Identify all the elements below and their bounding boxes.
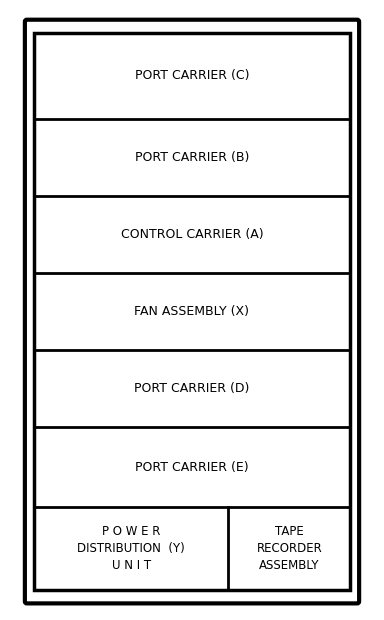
Text: P O W E R
DISTRIBUTION  (Y)
U N I T: P O W E R DISTRIBUTION (Y) U N I T (77, 525, 185, 572)
Text: PORT CARRIER (B): PORT CARRIER (B) (135, 151, 249, 164)
Bar (34, 33, 350, 590)
Text: PORT CARRIER (E): PORT CARRIER (E) (135, 461, 249, 474)
Text: PORT CARRIER (C): PORT CARRIER (C) (135, 69, 249, 82)
Text: CONTROL CARRIER (A): CONTROL CARRIER (A) (121, 228, 263, 241)
Text: TAPE
RECORDER
ASSEMBLY: TAPE RECORDER ASSEMBLY (257, 525, 322, 572)
Text: FAN ASSEMBLY (X): FAN ASSEMBLY (X) (134, 305, 250, 318)
Text: PORT CARRIER (D): PORT CARRIER (D) (134, 382, 250, 395)
